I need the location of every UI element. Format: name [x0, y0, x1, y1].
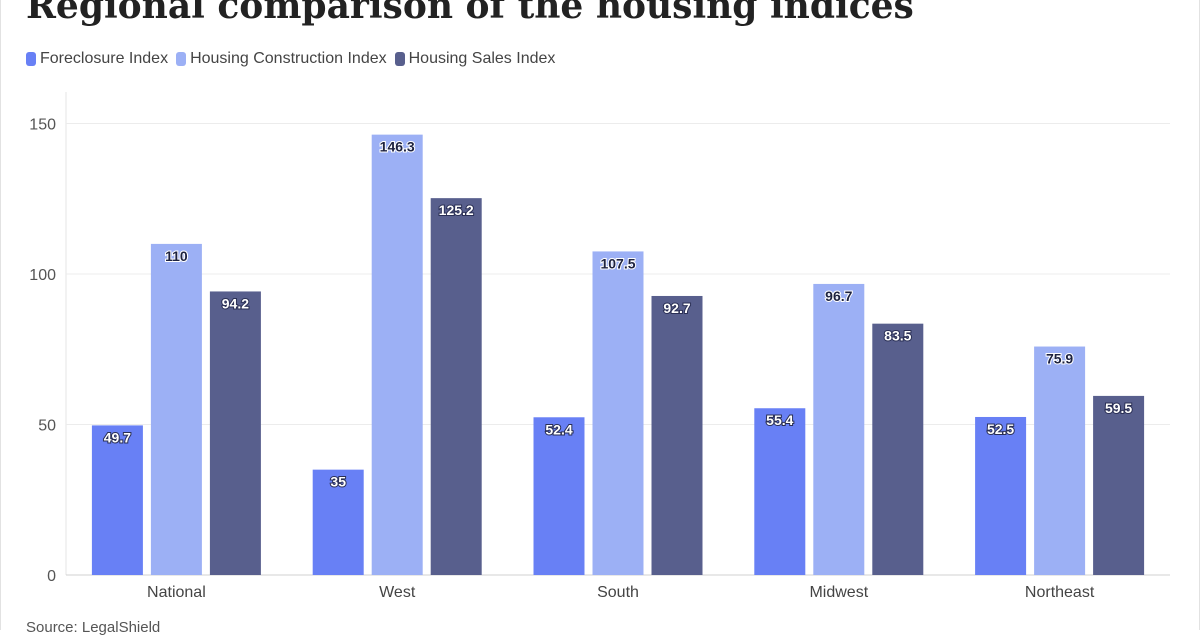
legend-item-foreclosure: Foreclosure Index — [26, 50, 168, 68]
bar — [592, 251, 644, 576]
bar — [813, 283, 865, 575]
bar-value-label: 35 — [330, 474, 346, 490]
legend-label-sales: Housing Sales Index — [408, 50, 556, 67]
legend-swatch-foreclosure — [26, 52, 36, 66]
y-tick-label: 150 — [29, 117, 56, 134]
bar — [430, 198, 482, 575]
bar-value-label: 94.2 — [222, 295, 249, 311]
x-tick-label: Midwest — [809, 584, 868, 601]
legend-swatch-sales — [394, 52, 405, 66]
bar — [209, 291, 261, 575]
bar-value-label: 146.3 — [380, 139, 415, 155]
bar-value-label: 52.4 — [545, 421, 572, 437]
legend: Foreclosure Index Housing Construction I… — [26, 48, 555, 70]
y-tick-label: 100 — [29, 267, 56, 284]
chart-title: Regional comparison of the housing indic… — [26, 0, 914, 27]
bar — [533, 417, 585, 575]
x-tick-label: National — [147, 584, 206, 601]
legend-item-sales: Housing Sales Index — [394, 50, 556, 68]
x-tick-label: West — [379, 584, 416, 601]
bar-value-label: 125.2 — [439, 202, 474, 218]
bar — [150, 243, 202, 575]
x-tick-label: Northeast — [1025, 584, 1095, 601]
legend-label-construction: Housing Construction Index — [190, 50, 387, 67]
bar — [872, 323, 924, 575]
bar-value-label: 83.5 — [884, 328, 911, 344]
bar — [312, 469, 364, 575]
bar — [754, 408, 806, 575]
bar-value-label: 55.4 — [766, 412, 793, 428]
bar — [371, 134, 423, 575]
bar-value-label: 107.5 — [600, 255, 635, 271]
legend-item-construction: Housing Construction Index — [176, 50, 387, 68]
bar-value-label: 96.7 — [825, 288, 852, 304]
bar — [1034, 346, 1086, 575]
source-note: Source: LegalShield — [26, 619, 161, 636]
bar-value-label: 59.5 — [1105, 400, 1132, 416]
y-tick-label: 0 — [47, 568, 56, 585]
bar-value-label: 110 — [165, 248, 188, 264]
bar-value-label: 75.9 — [1046, 351, 1073, 367]
bar-value-label: 52.5 — [987, 421, 1014, 437]
legend-swatch-construction — [176, 52, 187, 66]
bar — [1093, 395, 1145, 575]
bar — [975, 416, 1027, 575]
bar-value-label: 49.7 — [104, 429, 131, 445]
bar — [91, 425, 143, 575]
x-tick-label: South — [597, 584, 639, 601]
legend-label-foreclosure: Foreclosure Index — [40, 50, 169, 67]
bar-value-label: 92.7 — [663, 300, 690, 316]
bar — [651, 295, 703, 575]
y-tick-label: 50 — [38, 418, 56, 435]
